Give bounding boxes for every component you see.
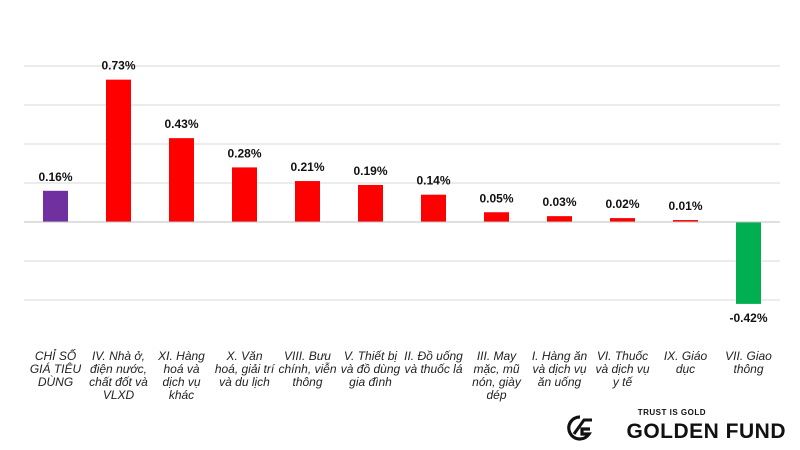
- bar: [106, 79, 131, 223]
- chart-area: 0.16% 0.73% 0.43% 0.28% 0.21% 0.19% 0.14% 0.05%…: [8, 32, 792, 440]
- bar: [673, 220, 698, 222]
- bar: [169, 138, 194, 222]
- bar: [610, 218, 635, 222]
- data-label: 0.28%: [227, 146, 261, 160]
- category-label: VIII. Bưu chính, viễn thông: [278, 349, 337, 389]
- category-label: CHỈ SỐ GIÁ TIÊU DÙNG: [29, 349, 82, 389]
- gridlines: [24, 65, 780, 301]
- data-label: 0.21%: [290, 160, 324, 174]
- category-label: VII. Giao thông: [725, 349, 772, 376]
- bars: [43, 79, 761, 304]
- bar: [295, 181, 320, 222]
- bar: [421, 194, 446, 222]
- bar: [547, 216, 572, 222]
- data-label: 0.05%: [479, 191, 513, 205]
- bar: [358, 184, 383, 222]
- golden-fund-logo-icon: [567, 415, 592, 441]
- data-label: 0.14%: [416, 174, 450, 188]
- data-label: 0.43%: [164, 117, 198, 131]
- bar: [43, 190, 68, 222]
- category-label: IV. Nhà ở, điện nước, chất đốt và VLXD: [89, 349, 148, 402]
- category-label: IX. Giáo dục: [663, 349, 708, 376]
- bar: [484, 212, 509, 222]
- brand-tagline: TRUST IS GOLD: [637, 408, 706, 417]
- data-label: 0.16%: [38, 170, 72, 184]
- category-label: V. Thiết bị và đồ dùng gia đình: [340, 349, 401, 389]
- data-label: 0.19%: [353, 164, 387, 178]
- data-label: 0.02%: [605, 197, 639, 211]
- category-label: VI. Thuốc và dịch vụ y tế: [595, 349, 650, 389]
- bar-chart: 0.16% 0.73% 0.43% 0.28% 0.21% 0.19% 0.14% 0.05%…: [24, 59, 780, 325]
- brand-watermark: TRUST IS GOLD GOLDEN FUND: [562, 408, 786, 444]
- data-label: 0.73%: [101, 59, 135, 73]
- data-label: -0.42%: [729, 311, 767, 325]
- category-label: X. Văn hoá, giải trí và du lịch: [214, 349, 275, 389]
- category-label: I. Hàng ăn và dịch vụ ăn uống: [531, 349, 588, 389]
- data-label: 0.03%: [542, 195, 576, 209]
- bar: [232, 167, 257, 222]
- data-label: 0.01%: [668, 199, 702, 213]
- bar: [736, 222, 761, 304]
- category-label: XI. Hàng hoá và dịch vụ khác: [158, 349, 205, 402]
- category-label: II. Đồ uống và thuốc lá: [404, 349, 463, 376]
- data-labels: 0.16% 0.73% 0.43% 0.28% 0.21% 0.19% 0.14% 0.05%…: [38, 59, 767, 325]
- category-label: III. May mặc, mũ nón, giày dép: [472, 349, 521, 402]
- brand-name: GOLDEN FUND: [626, 420, 786, 443]
